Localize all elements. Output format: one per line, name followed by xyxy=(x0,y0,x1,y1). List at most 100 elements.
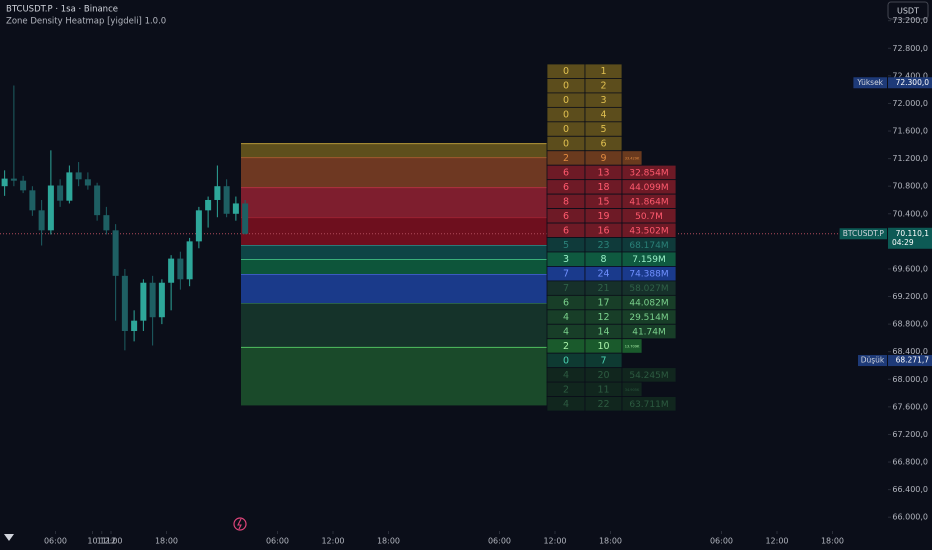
table-text: 21 xyxy=(597,283,609,294)
table-text: 1 xyxy=(600,66,606,77)
price-tag-value: 70.110,1 xyxy=(896,229,930,238)
plot-area xyxy=(0,85,888,406)
price-tag-countdown: 04:29 xyxy=(892,238,914,247)
zone xyxy=(241,217,547,246)
price-tag-box xyxy=(888,355,932,367)
table-text: 2 xyxy=(563,341,569,352)
table-text: 6 xyxy=(563,167,569,178)
table-text: 11 xyxy=(597,384,609,395)
x-tick-label: 06:00 xyxy=(44,537,67,546)
candle-body xyxy=(103,215,110,231)
table-text: 8 xyxy=(600,254,606,265)
zone xyxy=(241,259,547,275)
table-text: 23 xyxy=(597,240,609,251)
candle-body xyxy=(38,210,45,231)
table-text: 0 xyxy=(563,139,569,150)
table-text: 4 xyxy=(563,370,569,381)
y-tick-label: 68.000,0 xyxy=(892,375,928,384)
x-tick-label: 12:00 xyxy=(765,537,788,546)
table-text: 41.864M xyxy=(629,197,668,207)
x-tick-label: 11 xyxy=(97,537,107,546)
zone xyxy=(241,274,547,304)
candle-body xyxy=(47,185,54,231)
currency-button[interactable] xyxy=(887,1,929,20)
price-tag-value: 72.300,0 xyxy=(896,78,930,87)
replay-icon[interactable] xyxy=(233,517,247,531)
logo[interactable] xyxy=(4,534,14,541)
table-text: 44.082M xyxy=(629,299,668,309)
table-text: 43.502M xyxy=(629,226,668,236)
table-text: 0 xyxy=(563,66,569,77)
candle-body xyxy=(112,230,119,276)
table-text: 8 xyxy=(563,196,569,207)
y-tick-label: 70.400,0 xyxy=(892,209,928,218)
table-text: 41.74M xyxy=(632,328,666,338)
table-text: 7.159M xyxy=(632,255,666,265)
table-text: 68.174M xyxy=(629,241,668,251)
x-tick-label: 06:00 xyxy=(488,537,511,546)
table-text: 63.711M xyxy=(629,400,668,410)
price-tag-name: Yüksek xyxy=(856,78,883,87)
table-text: 2 xyxy=(563,153,569,164)
zone xyxy=(241,187,547,218)
table-text: 19 xyxy=(597,211,609,222)
price-tag-value: 68.271,7 xyxy=(896,356,930,365)
table-text: 14 xyxy=(597,327,609,338)
x-tick-label: 18:00 xyxy=(599,537,622,546)
table-text: 0 xyxy=(563,95,569,106)
y-tick-label: 66.400,0 xyxy=(892,485,928,494)
candle-body xyxy=(29,190,36,211)
table-text: 9 xyxy=(600,153,606,164)
currency-label[interactable]: USDT xyxy=(897,7,919,16)
y-tick-label: 71.600,0 xyxy=(892,127,928,136)
candle-body xyxy=(84,179,91,186)
y-tick-label: 72.000,0 xyxy=(892,99,928,108)
x-tick-label: 12 xyxy=(106,537,116,546)
price-tag-name-box xyxy=(858,355,887,367)
candle-body xyxy=(214,186,221,200)
table-text: 17 xyxy=(597,298,609,309)
candle-body xyxy=(186,241,193,280)
price-tag-name: Düşük xyxy=(861,356,885,365)
candle-body xyxy=(140,282,147,321)
table-cell xyxy=(621,323,677,340)
table-text: 54.245M xyxy=(629,371,668,381)
zone xyxy=(241,303,547,348)
zone xyxy=(241,347,547,406)
candle-body xyxy=(1,178,8,187)
x-tick-label: 06:00 xyxy=(266,537,289,546)
table-text: 6 xyxy=(563,211,569,222)
table-cell xyxy=(621,338,643,354)
candle-body xyxy=(242,203,249,234)
x-tick-label: 18:00 xyxy=(155,537,178,546)
table-text: 13.709K xyxy=(625,344,640,348)
table-text: 10 xyxy=(597,341,609,352)
candle-body xyxy=(158,282,165,318)
table-text: 22 xyxy=(597,399,609,410)
chart-title: BTCUSDT.P · 1sa · Binance xyxy=(6,5,118,15)
table-text: 3 xyxy=(600,95,606,106)
table-text: 16 xyxy=(597,225,609,236)
table-text: 0 xyxy=(563,355,569,366)
candle-body xyxy=(10,178,17,181)
candle-body xyxy=(57,185,64,201)
table-text: 2 xyxy=(600,81,606,92)
table-text: 2 xyxy=(563,384,569,395)
table-text: 3 xyxy=(563,254,569,265)
table-text: 7 xyxy=(600,355,606,366)
candle-body xyxy=(149,282,156,318)
table-text: 13 xyxy=(597,167,609,178)
table-text: 4 xyxy=(563,312,569,323)
x-tick-label: 10 xyxy=(87,537,97,546)
price-tag-box xyxy=(888,77,932,89)
table-text: 5 xyxy=(600,124,606,135)
table-cell xyxy=(621,396,677,412)
zone xyxy=(241,245,547,260)
x-tick-label: 18:00 xyxy=(821,537,844,546)
table-text: 33.429K xyxy=(625,156,640,160)
candle-body xyxy=(75,172,82,180)
y-tick-label: 68.400,0 xyxy=(892,347,928,356)
y-tick-label: 69.600,0 xyxy=(892,264,928,273)
y-tick-label: 72.400,0 xyxy=(892,71,928,80)
table-text: 44.099M xyxy=(629,183,668,193)
